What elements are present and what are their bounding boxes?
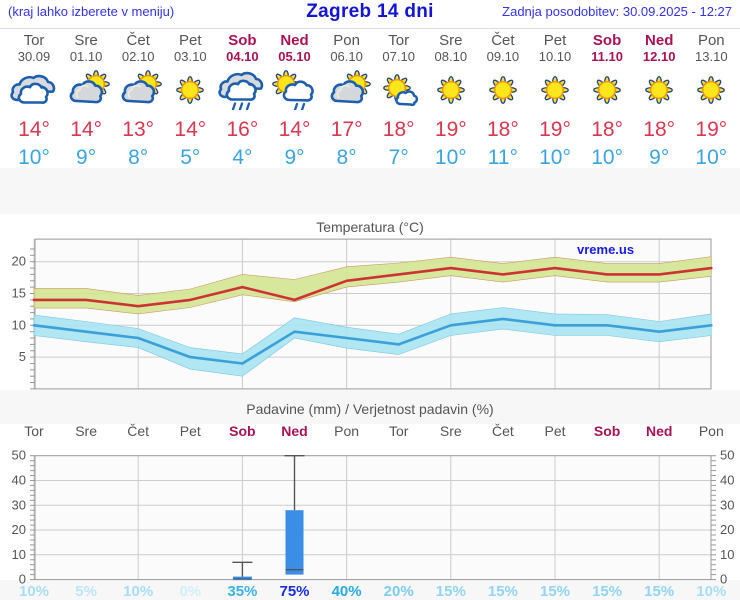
svg-text:40: 40 — [12, 473, 26, 488]
svg-text:50: 50 — [12, 448, 26, 463]
svg-text:20: 20 — [12, 522, 26, 537]
svg-text:10: 10 — [12, 547, 26, 562]
svg-text:30: 30 — [720, 497, 734, 512]
svg-text:50: 50 — [720, 448, 734, 463]
svg-text:30: 30 — [12, 497, 26, 512]
svg-text:40: 40 — [720, 473, 734, 488]
svg-text:20: 20 — [720, 522, 734, 537]
svg-text:10: 10 — [720, 547, 734, 562]
